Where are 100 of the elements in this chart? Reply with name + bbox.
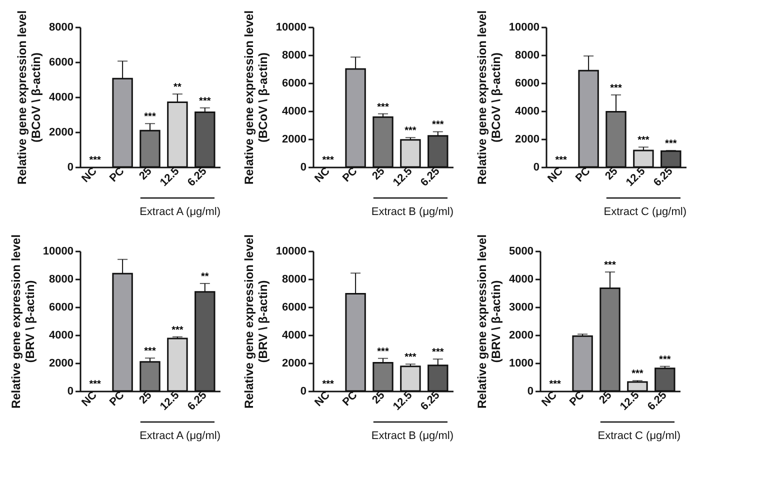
x-axis-title: Extract B (μg/ml) <box>371 206 454 218</box>
y-tick-label: 5000 <box>509 246 534 258</box>
x-tick-label: 12.5 <box>618 389 642 413</box>
y-tick-label: 4000 <box>49 330 74 342</box>
y-tick-label: 8000 <box>282 274 306 286</box>
annotation: *** <box>322 379 334 390</box>
x-tick-label: PC <box>340 389 360 409</box>
x-tick-label: 12.5 <box>391 389 415 413</box>
annotation: *** <box>322 155 334 166</box>
annotation: *** <box>144 112 156 123</box>
y-tick-label: 0 <box>67 386 74 398</box>
y-tick-label: 2000 <box>509 330 534 342</box>
y-tick-label: 3000 <box>509 302 534 314</box>
annotation: *** <box>665 138 677 150</box>
x-axis-title: Extract A (μg/ml) <box>140 206 220 218</box>
y-axis-title: Relative gene expression level (BCoV \ β-actin) <box>15 10 44 185</box>
x-tick-label: PC <box>574 165 593 185</box>
annotation: *** <box>432 347 444 358</box>
x-tick-label: 12.5 <box>158 165 182 189</box>
x-axis-title: Extract B (μg/ml) <box>371 430 454 442</box>
x-tick-label: 12.5 <box>624 165 648 189</box>
y-tick-label: 4000 <box>515 106 540 118</box>
annotation: *** <box>432 120 444 131</box>
y-tick-label: 10000 <box>508 22 540 34</box>
y-tick-label: 10000 <box>42 246 74 258</box>
y-axis-title: Relative gene expression level (BRV \ β-actin) <box>242 234 270 409</box>
y-tick-label: 8000 <box>515 50 540 62</box>
annotation: *** <box>632 368 644 380</box>
annotation: *** <box>89 155 102 166</box>
y-tick-label: 6000 <box>282 302 306 314</box>
y-tick-label: 1000 <box>509 358 534 370</box>
y-tick-label: 2000 <box>282 358 306 370</box>
y-tick-label: 8000 <box>282 50 306 62</box>
x-tick-label: 12.5 <box>158 389 182 413</box>
annotation: *** <box>377 102 389 113</box>
y-tick-label: 2000 <box>282 134 306 146</box>
y-tick-label: 8000 <box>49 274 74 286</box>
y-tick-label: 0 <box>533 162 540 174</box>
annotation: *** <box>404 126 416 137</box>
annotation: *** <box>172 324 184 336</box>
y-tick-label: 6000 <box>515 78 540 90</box>
annotation: *** <box>404 352 416 364</box>
annotation: *** <box>199 96 211 107</box>
x-tick-label: PC <box>108 389 127 409</box>
x-tick-label: NC <box>546 165 566 185</box>
x-tick-label: NC <box>80 165 100 185</box>
x-tick-label: 6.25 <box>418 165 442 189</box>
x-tick-label: 25 <box>597 389 614 406</box>
y-tick-label: 4000 <box>282 106 306 118</box>
x-tick-label: 25 <box>137 165 154 182</box>
y-tick-label: 6000 <box>49 56 74 68</box>
annotation: *** <box>659 354 671 366</box>
x-tick-label: 6.25 <box>186 165 210 189</box>
x-tick-label: 12.5 <box>391 165 415 189</box>
annotation: *** <box>377 346 389 358</box>
x-tick-label: 6.25 <box>186 389 210 413</box>
x-tick-label: NC <box>312 165 332 185</box>
x-axis-title: Extract C (μg/ml) <box>604 206 686 218</box>
annotation: ** <box>201 271 209 282</box>
x-tick-label: NC <box>540 389 560 409</box>
annotation: *** <box>549 379 562 390</box>
x-tick-label: PC <box>568 389 587 409</box>
y-tick-label: 4000 <box>49 92 74 104</box>
y-tick-label: 0 <box>67 162 74 174</box>
annotation: *** <box>144 346 156 358</box>
x-axis-title: Extract A (μg/ml) <box>140 430 220 442</box>
x-tick-label: NC <box>80 389 100 409</box>
x-tick-label: 25 <box>603 165 620 182</box>
x-tick-label: PC <box>108 165 127 185</box>
y-tick-label: 10000 <box>276 246 306 258</box>
y-tick-label: 2000 <box>49 358 74 370</box>
annotation: *** <box>89 379 102 390</box>
y-tick-label: 0 <box>527 386 534 398</box>
y-tick-label: 4000 <box>282 330 306 342</box>
y-tick-label: 10000 <box>276 22 306 34</box>
annotation: *** <box>610 82 622 94</box>
annotation: ** <box>174 82 182 94</box>
y-axis-title: Relative gene expression level (BRV \ β-actin) <box>475 234 504 409</box>
y-tick-label: 6000 <box>49 302 74 314</box>
y-tick-label: 2000 <box>515 134 540 146</box>
annotation: *** <box>555 155 568 166</box>
y-tick-label: 4000 <box>509 274 534 286</box>
x-axis-title: Extract C (μg/ml) <box>598 430 680 442</box>
x-tick-label: 25 <box>370 165 388 182</box>
x-tick-label: 25 <box>137 389 154 406</box>
annotation: *** <box>638 135 650 146</box>
y-tick-label: 2000 <box>49 126 74 138</box>
x-tick-label: 6.25 <box>652 165 676 189</box>
y-tick-label: 6000 <box>282 78 306 90</box>
annotation: *** <box>604 260 616 271</box>
y-tick-label: 8000 <box>49 22 74 34</box>
y-tick-label: 0 <box>300 162 306 174</box>
x-tick-label: 6.25 <box>646 389 670 413</box>
y-axis-title: Relative gene expression level (BCoV \ β-actin) <box>242 10 270 185</box>
x-tick-label: PC <box>340 165 360 185</box>
x-tick-label: 6.25 <box>418 389 442 413</box>
x-tick-label: 25 <box>370 389 388 406</box>
y-tick-label: 0 <box>300 386 306 398</box>
y-axis-title: Relative gene expression level (BCoV \ β-actin) <box>474 10 503 185</box>
y-axis-title: Relative gene expression level (BRV \ β-actin) <box>8 234 37 409</box>
